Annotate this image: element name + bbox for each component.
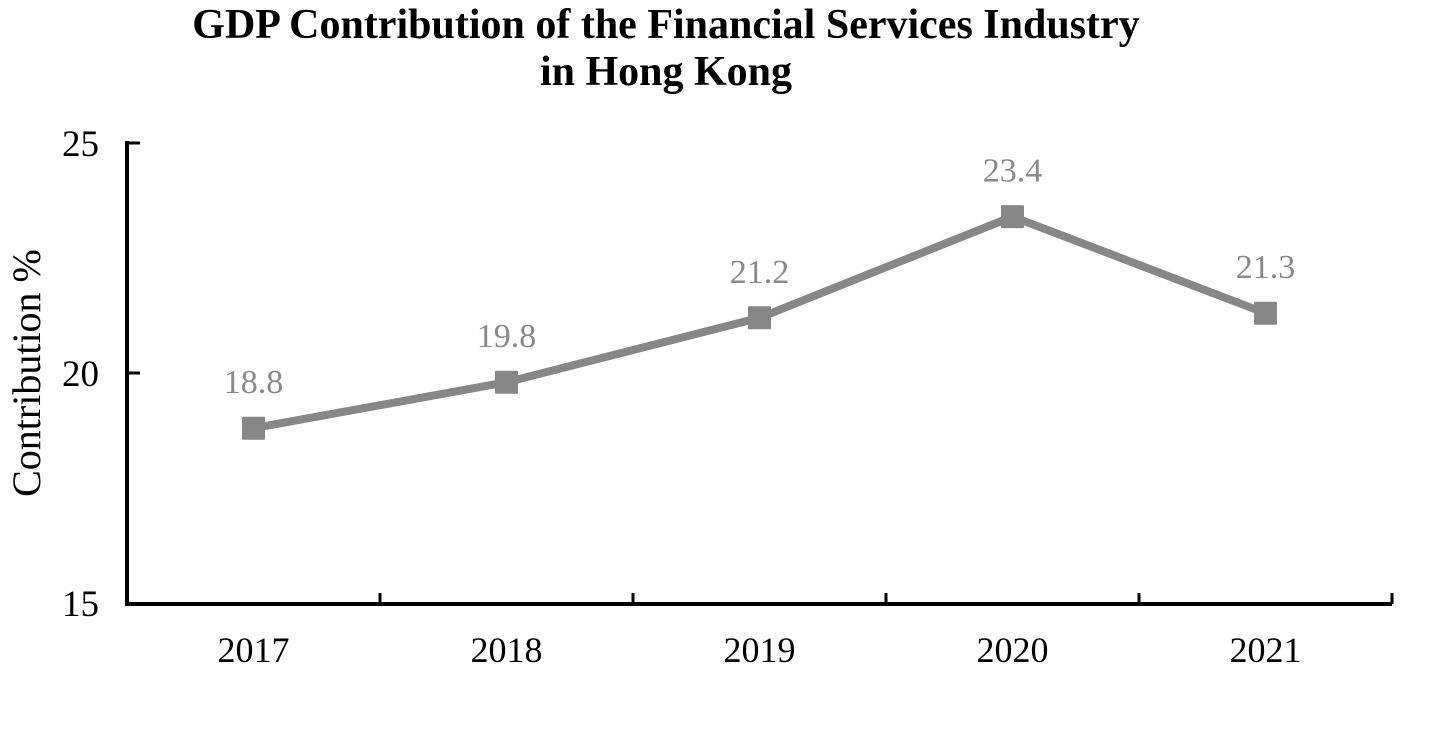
data-point-marker bbox=[748, 306, 771, 330]
y-tick-label: 25 bbox=[62, 124, 99, 165]
y-axis-title: Contribution % bbox=[4, 249, 49, 497]
chart-title-line-1: GDP Contribution of the Financial Servic… bbox=[192, 2, 1140, 48]
data-point-label: 23.4 bbox=[983, 153, 1043, 190]
data-point-label: 21.2 bbox=[730, 254, 790, 291]
data-point-marker bbox=[1001, 205, 1024, 229]
data-point-label: 21.3 bbox=[1236, 249, 1296, 286]
axis-tick-labels: 25 20 15 2017 2018 2019 2020 2021 bbox=[62, 124, 1302, 670]
x-tick-label: 2017 bbox=[218, 630, 290, 670]
data-point-marker bbox=[242, 416, 265, 440]
data-point-label: 19.8 bbox=[477, 318, 537, 355]
chart-title-line-2: in Hong Kong bbox=[539, 49, 793, 95]
y-tick-label: 15 bbox=[62, 584, 99, 625]
x-tick-label: 2020 bbox=[977, 630, 1049, 670]
chart-title: GDP Contribution of the Financial Servic… bbox=[0, 2, 1332, 96]
x-tick-label: 2019 bbox=[724, 630, 796, 670]
data-point-marker bbox=[1254, 301, 1277, 325]
axes bbox=[125, 141, 1392, 606]
x-tick-label: 2021 bbox=[1230, 630, 1302, 670]
y-tick-label: 20 bbox=[62, 354, 99, 395]
data-point-marker bbox=[495, 370, 518, 394]
axis-ticks bbox=[125, 141, 1394, 604]
data-series: 18.8 19.8 21.2 23.4 21.3 bbox=[224, 153, 1296, 440]
x-tick-label: 2018 bbox=[471, 630, 543, 670]
data-point-label: 18.8 bbox=[224, 364, 284, 401]
